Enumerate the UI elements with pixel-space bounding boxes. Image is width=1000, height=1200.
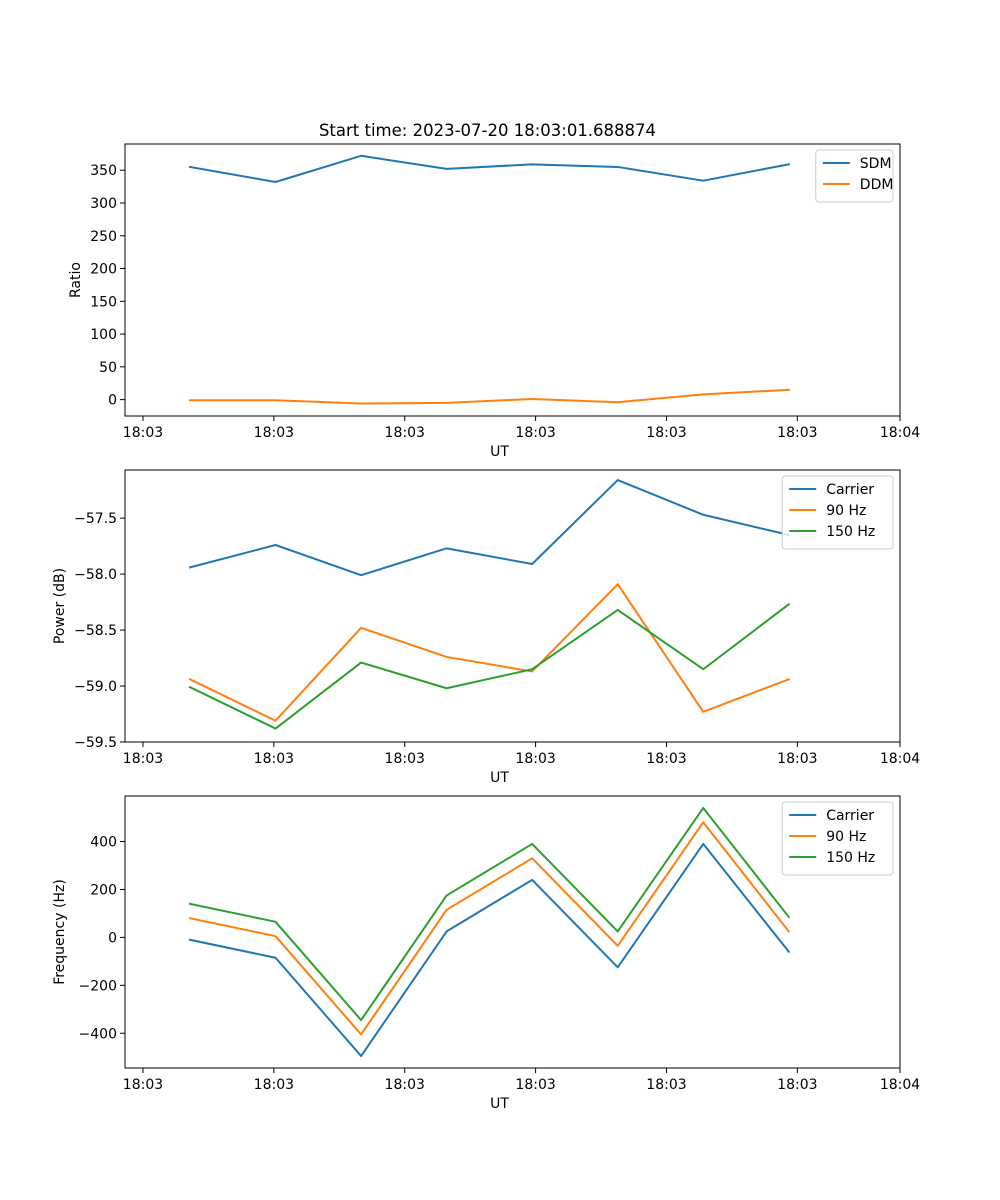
x-tick-label: 18:03 <box>254 1077 294 1093</box>
plot-area <box>125 470 900 742</box>
x-tick-label: 18:03 <box>515 425 555 441</box>
y-tick-label: 200 <box>90 882 117 898</box>
legend-label: Carrier <box>826 808 874 824</box>
legend-label: SDM <box>860 156 892 172</box>
series-line-carrier <box>188 842 791 1058</box>
y-tick-label: 0 <box>108 393 117 409</box>
x-tick-label: 18:03 <box>254 751 294 767</box>
y-tick-label: 300 <box>90 196 117 212</box>
x-tick-label: 18:03 <box>123 751 163 767</box>
series-line-carrier <box>188 479 791 577</box>
series-line-ddm <box>189 388 790 405</box>
axes-frame <box>124 469 901 743</box>
y-tick-label: 150 <box>90 294 117 310</box>
x-axis-label: UT <box>490 1096 509 1112</box>
x-tick-label: 18:03 <box>777 1077 817 1093</box>
y-axis-label: Frequency (Hz) <box>52 879 68 985</box>
y-tick-label: −58.5 <box>74 623 117 639</box>
y-tick-label: −58.0 <box>74 567 117 583</box>
x-tick-label: 18:03 <box>123 1077 163 1093</box>
y-tick-label: −59.0 <box>74 679 117 695</box>
y-tick-label: 100 <box>90 327 117 343</box>
chart-panel-3: 18:03 18:03 18:03 18:03 18:03 18:03 18:04 −400 −… <box>52 795 920 1112</box>
y-tick-label: −400 <box>79 1026 117 1042</box>
y-tick-label: 200 <box>90 262 117 278</box>
axes-frame <box>124 143 901 417</box>
legend: Carrier 90 Hz 150 Hz <box>781 475 894 550</box>
y-axis-label: Power (dB) <box>52 568 68 644</box>
legend-label: 150 Hz <box>826 524 875 540</box>
x-tick-label: 18:04 <box>880 751 920 767</box>
y-tick-label: −59.5 <box>74 735 117 751</box>
y-tick-label: 0 <box>108 930 117 946</box>
x-tick-label: 18:03 <box>385 751 425 767</box>
x-tick-label: 18:03 <box>385 1077 425 1093</box>
y-axis-label: Ratio <box>68 262 84 298</box>
legend-label: Carrier <box>826 482 874 498</box>
chart-panel-1: 18:03 18:03 18:03 18:03 18:03 18:03 18:04 0 50 10… <box>68 121 920 460</box>
chart-title: Start time: 2023-07-20 18:03:01.688874 <box>319 121 656 140</box>
x-tick-label: 18:04 <box>880 1077 920 1093</box>
x-tick-label: 18:03 <box>777 751 817 767</box>
plot-area <box>125 144 900 416</box>
legend-label: DDM <box>860 177 894 193</box>
y-tick-label: 50 <box>99 360 117 376</box>
x-axis-label: UT <box>490 444 509 460</box>
chart-panel-2: 18:03 18:03 18:03 18:03 18:03 18:03 18:04 −59.5… <box>52 469 920 786</box>
legend: SDM DDM <box>815 149 894 203</box>
x-tick-label: 18:04 <box>880 425 920 441</box>
legend: Carrier 90 Hz 150 Hz <box>781 801 894 876</box>
x-tick-label: 18:03 <box>646 425 686 441</box>
x-tick-label: 18:03 <box>123 425 163 441</box>
series-line-90-hz <box>188 583 791 722</box>
x-tick-label: 18:03 <box>385 425 425 441</box>
x-tick-label: 18:03 <box>515 1077 555 1093</box>
series-line-90-hz <box>188 821 791 1036</box>
series-line-150-hz <box>188 602 791 730</box>
y-tick-label: 350 <box>90 163 117 179</box>
y-tick-label: −200 <box>79 978 117 994</box>
legend-label: 150 Hz <box>826 850 875 866</box>
x-tick-label: 18:03 <box>777 425 817 441</box>
x-axis-label: UT <box>490 770 509 786</box>
legend-label: 90 Hz <box>826 503 866 519</box>
y-tick-label: −57.5 <box>74 511 117 527</box>
series-line-150-hz <box>188 806 791 1022</box>
x-tick-label: 18:03 <box>515 751 555 767</box>
x-tick-label: 18:03 <box>646 751 686 767</box>
x-tick-label: 18:03 <box>646 1077 686 1093</box>
axes-frame <box>124 795 901 1069</box>
y-tick-label: 250 <box>90 229 117 245</box>
x-tick-label: 18:03 <box>254 425 294 441</box>
y-tick-label: 400 <box>90 835 117 851</box>
series-line-sdm <box>188 154 790 184</box>
legend-label: 90 Hz <box>826 829 866 845</box>
